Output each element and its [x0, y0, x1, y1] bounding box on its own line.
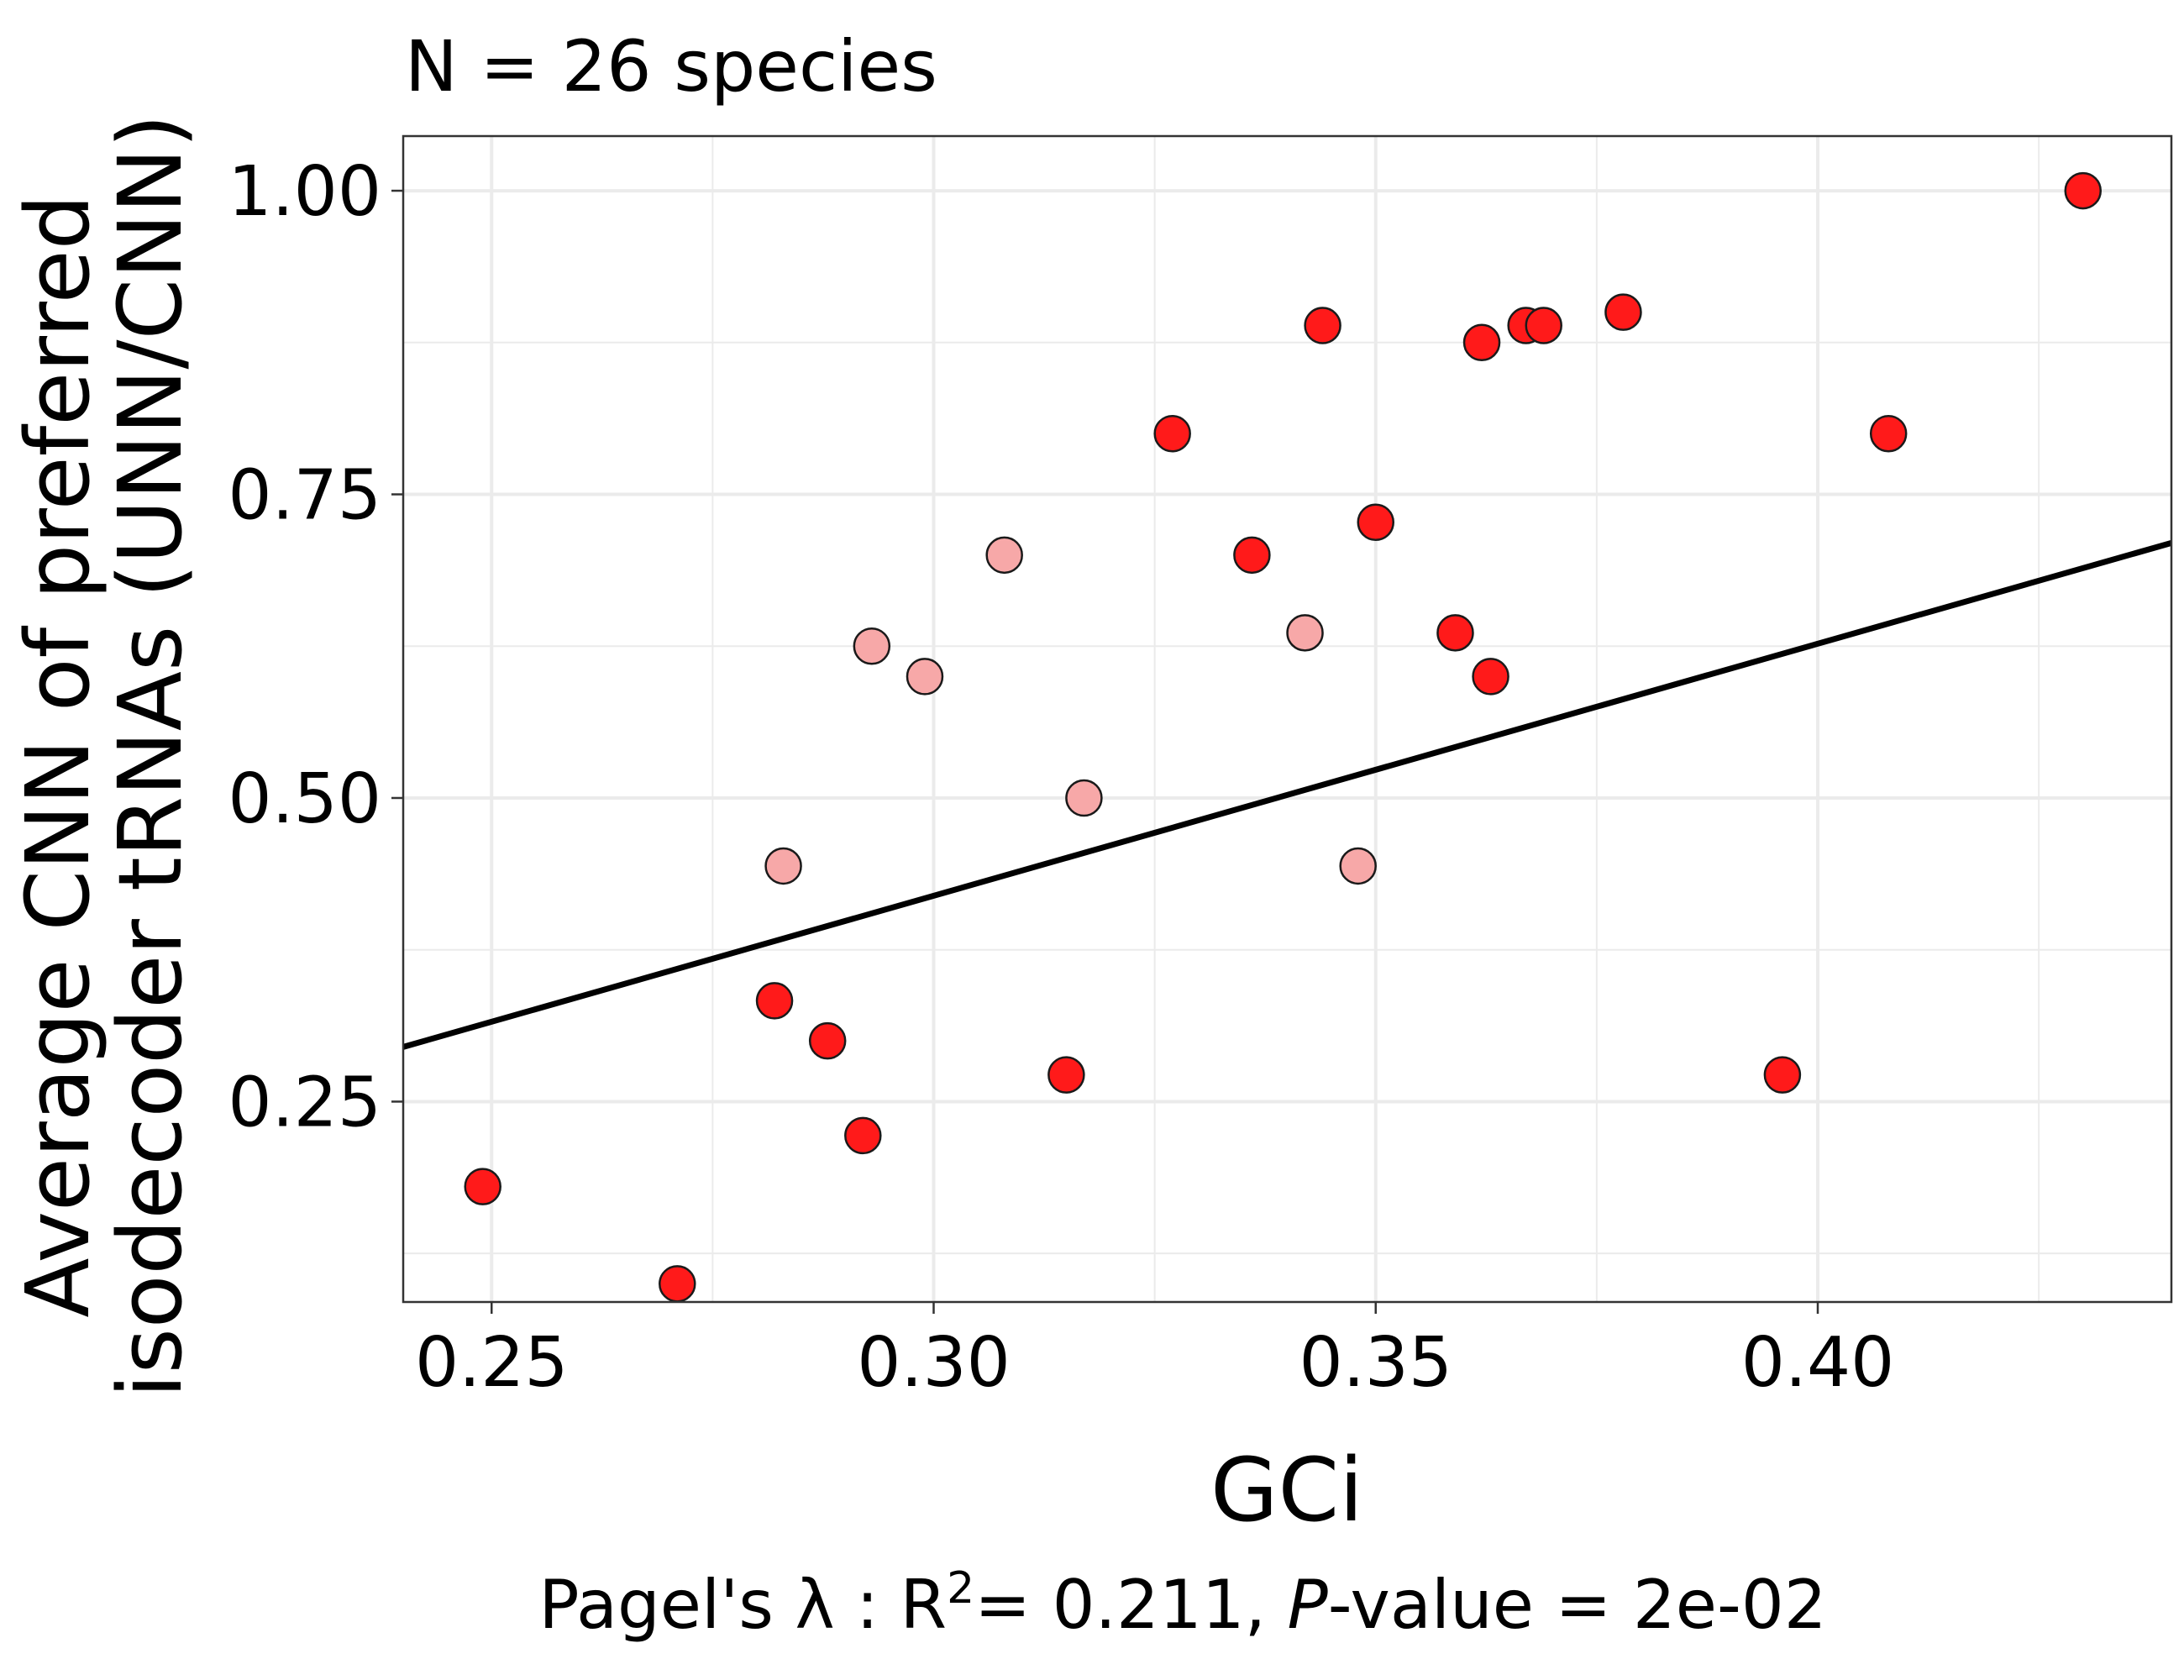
scatter-point-significant [659, 1265, 696, 1303]
scatter-point-light [906, 658, 944, 696]
scatter-point-significant [1869, 414, 1908, 453]
fit-layer [402, 539, 2172, 1050]
chart-title: N = 26 species [405, 25, 937, 108]
x-tick-label: 0.40 [1741, 1323, 1895, 1403]
scatter-point-significant [1436, 614, 1474, 652]
scatter-point-significant [1153, 414, 1191, 453]
y-axis-label: Average CNN of preferred isodecoder tRNA… [7, 114, 202, 1399]
caption-italic-p: P [1288, 1566, 1329, 1644]
y-axis-label-line1: Average CNN of preferred [7, 194, 109, 1317]
scatter-point-significant [1462, 323, 1501, 362]
scatter-point-significant [1233, 536, 1271, 575]
caption-suffix: -value = 2e-02 [1328, 1566, 1827, 1644]
x-tick-label: 0.25 [415, 1323, 569, 1403]
scatter-point-significant [2064, 171, 2102, 210]
plot-panel-border [402, 134, 2173, 1304]
scatter-point-light [1065, 779, 1103, 817]
x-axis-ticks: 0.25 0.30 0.35 0.40 [415, 1302, 1894, 1403]
y-tick-label: 0.75 [228, 456, 381, 536]
caption-middle: = 0.211, [974, 1566, 1287, 1644]
y-axis-ticks: 0.25 0.50 0.75 1.00 [228, 152, 403, 1142]
y-axis-label-line2: isodecoder tRNAs (UNN/CNN) [99, 114, 202, 1399]
y-tick-label: 1.00 [228, 152, 381, 232]
caption-superscript: 2 [947, 1563, 974, 1614]
x-tick-label: 0.35 [1299, 1323, 1452, 1403]
scatter-point-significant [844, 1116, 882, 1155]
grid-major [403, 136, 2171, 1302]
regression-line [402, 539, 2172, 1050]
x-axis-label: GCi [1210, 1439, 1363, 1541]
scatter-point-significant [1472, 658, 1509, 696]
scatter-point-light [853, 627, 891, 665]
scatter-point-significant [464, 1168, 501, 1205]
scatter-point-light [1339, 847, 1377, 885]
scatter-point-light [764, 847, 802, 885]
y-tick-label: 0.50 [228, 759, 381, 839]
scatter-point-light [1286, 614, 1324, 652]
grid-minor [403, 136, 2171, 1302]
scatter-point-significant [1047, 1056, 1085, 1094]
scatter-point-light [985, 536, 1023, 575]
scatter-point-significant [1763, 1056, 1802, 1094]
x-tick-label: 0.30 [857, 1323, 1011, 1403]
scatter-point-significant [1525, 307, 1562, 344]
scatter-point-significant [808, 1021, 847, 1060]
scatter-point-significant [1604, 293, 1642, 331]
y-tick-label: 0.25 [228, 1063, 381, 1142]
scatter-point-significant [1357, 503, 1394, 542]
caption-prefix: Pagel's λ : R [538, 1566, 947, 1644]
scatter-point-significant [1304, 307, 1341, 344]
points-layer [464, 171, 2102, 1303]
scatter-point-significant [755, 982, 794, 1020]
regression-caption: Pagel's λ : R2= 0.211, P-value = 2e-02 [538, 1563, 1826, 1644]
